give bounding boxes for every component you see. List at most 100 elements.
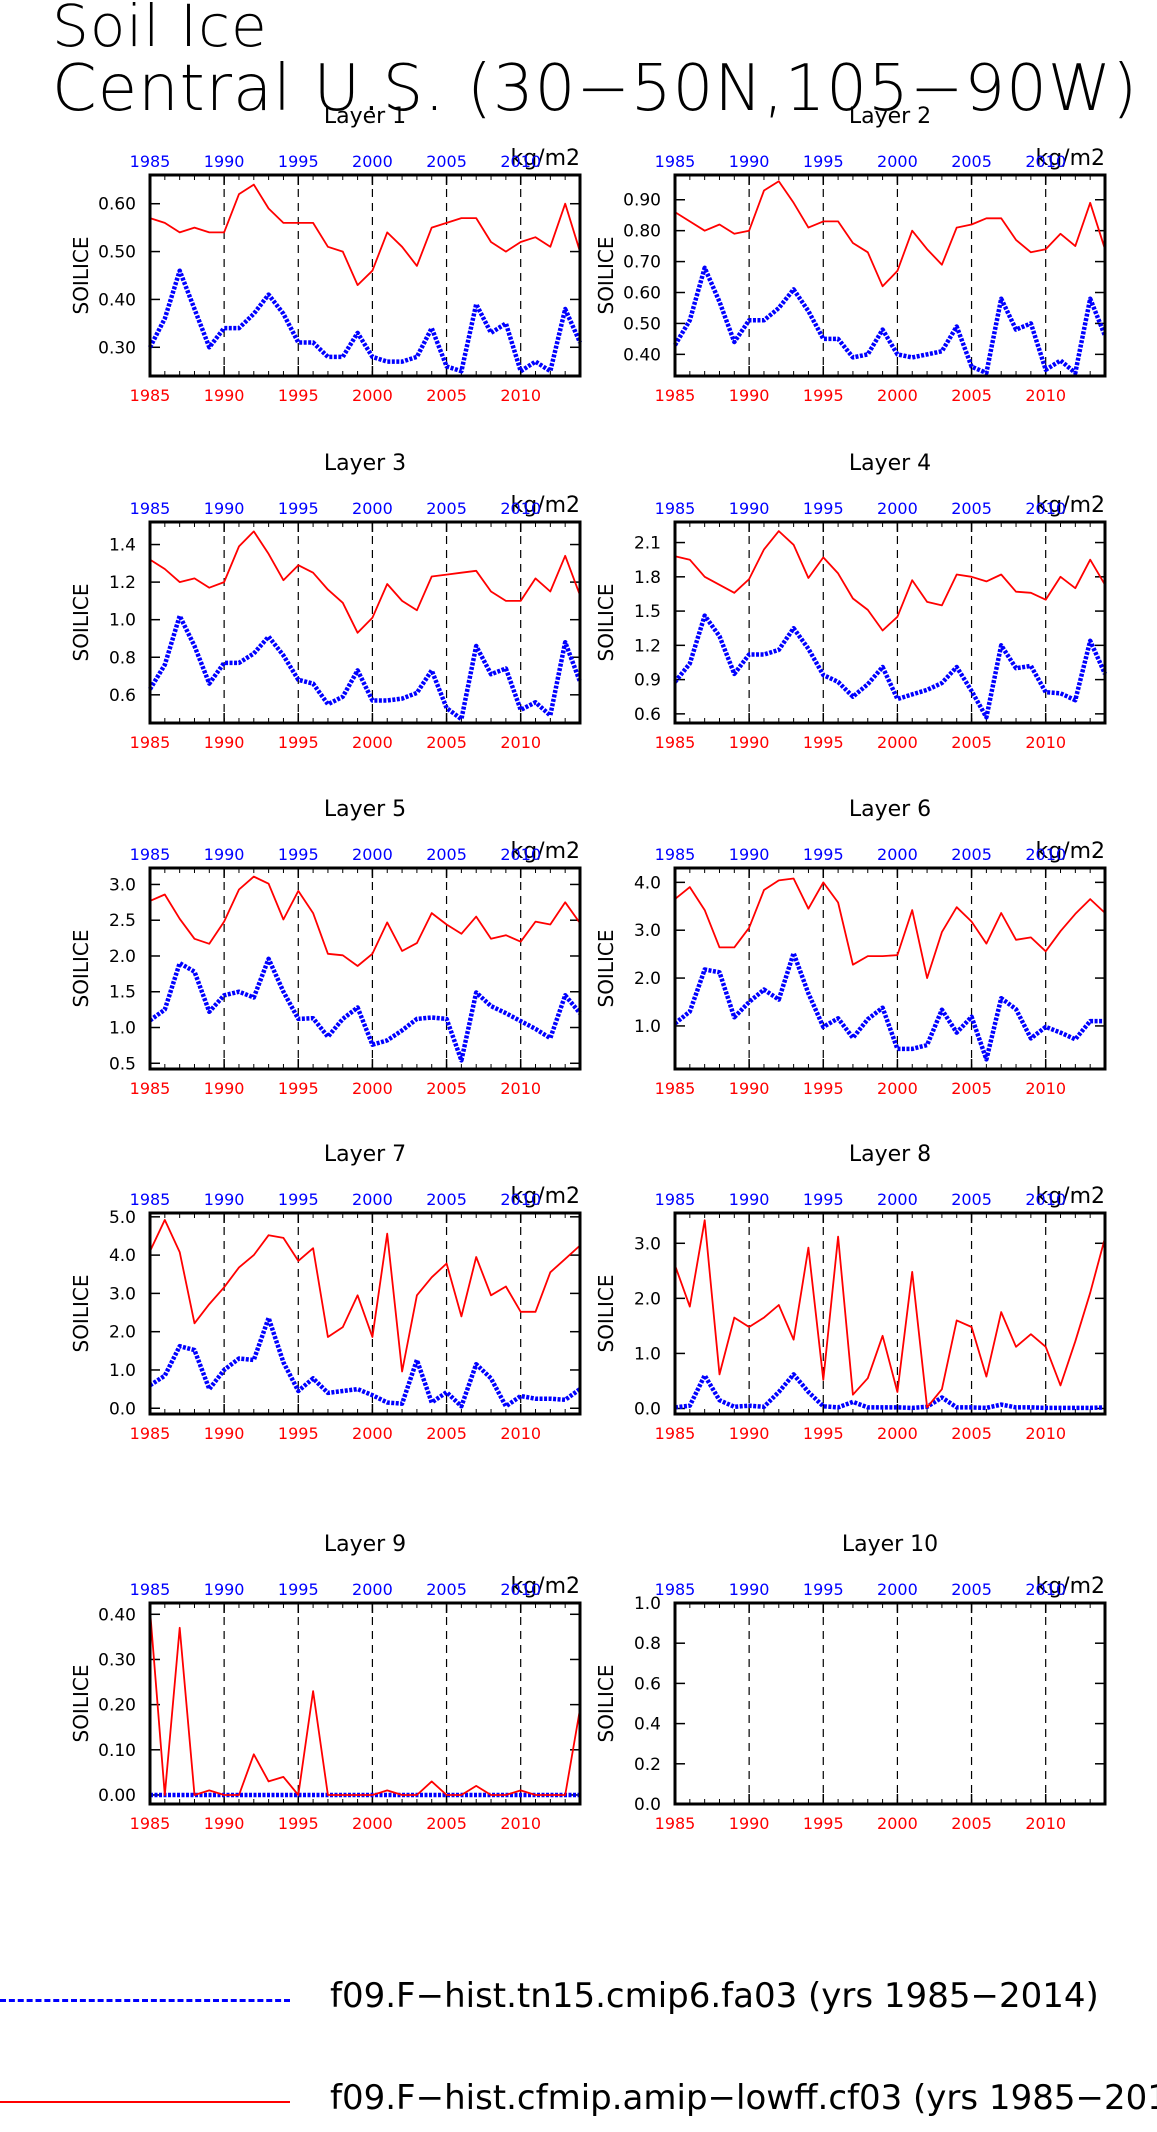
y-tick-label: 0.00 bbox=[98, 1786, 136, 1806]
x-tick-label-top: 1990 bbox=[729, 1190, 770, 1209]
y-tick-label: 0.40 bbox=[98, 1605, 136, 1625]
x-tick-label-bottom: 1995 bbox=[278, 1424, 319, 1443]
series-line-red bbox=[149, 875, 581, 967]
x-tick-label-bottom: 2010 bbox=[500, 1424, 541, 1443]
x-tick-label-top: 1985 bbox=[655, 845, 696, 864]
x-tick-label-bottom: 2010 bbox=[500, 386, 541, 405]
plot-frame bbox=[148, 520, 582, 725]
y-tick-label: 0.30 bbox=[98, 1650, 136, 1670]
y-axis-label: SOILICE bbox=[69, 1665, 93, 1743]
legend-label-1: f09.F−hist.tn15.cmip6.fa03 (yrs 1985−201… bbox=[330, 1976, 1099, 2016]
x-tick-label-top: 1985 bbox=[130, 1190, 171, 1209]
y-axis-label: SOILICE bbox=[594, 584, 618, 662]
y-tick-label: 3.0 bbox=[634, 1234, 661, 1254]
chart-grid: Layer 1 kg/m2 SOILICE 1985 1985 1990 1990 1995 1… bbox=[69, 104, 1108, 1833]
x-tick-label-top: 2010 bbox=[500, 845, 541, 864]
y-tick-label: 1.4 bbox=[109, 536, 136, 556]
x-tick-label-bottom: 2000 bbox=[877, 1079, 918, 1098]
y-tick-label: 0.10 bbox=[98, 1741, 136, 1761]
x-tick-label-bottom: 2010 bbox=[1025, 1814, 1066, 1833]
series-line-red bbox=[674, 530, 1106, 632]
panel-title: Layer 9 bbox=[324, 1532, 406, 1557]
series-line-red bbox=[149, 183, 581, 287]
x-tick-label-bottom: 2010 bbox=[1025, 733, 1066, 752]
x-tick-label-top: 1985 bbox=[655, 1190, 696, 1209]
plot-frame bbox=[673, 1601, 1107, 1806]
x-tick-label-top: 2005 bbox=[951, 1580, 992, 1599]
series-line-blue bbox=[148, 1315, 582, 1409]
x-tick-label-bottom: 2005 bbox=[426, 1079, 467, 1098]
x-tick-label-bottom: 2000 bbox=[877, 386, 918, 405]
panel-title: Layer 2 bbox=[849, 104, 931, 129]
y-tick-label: 3.0 bbox=[634, 921, 661, 941]
x-tick-label-bottom: 1990 bbox=[729, 1079, 770, 1098]
x-tick-label-top: 1985 bbox=[655, 499, 696, 518]
x-tick-label-bottom: 2000 bbox=[352, 1814, 393, 1833]
x-tick-label-bottom: 2005 bbox=[951, 1079, 992, 1098]
panel-title: Layer 6 bbox=[849, 797, 931, 822]
y-tick-label: 2.0 bbox=[109, 947, 136, 967]
x-tick-label-bottom: 1995 bbox=[278, 733, 319, 752]
x-tick-label-top: 2010 bbox=[1025, 845, 1066, 864]
x-tick-label-bottom: 1990 bbox=[204, 733, 245, 752]
series-line-blue bbox=[674, 1372, 1106, 1411]
x-tick-label-bottom: 1990 bbox=[204, 1814, 245, 1833]
x-tick-label-bottom: 2005 bbox=[951, 386, 992, 405]
x-tick-label-bottom: 1990 bbox=[204, 1424, 245, 1443]
x-tick-label-top: 1985 bbox=[655, 1580, 696, 1599]
series-line-blue bbox=[148, 268, 583, 374]
x-tick-label-top: 1990 bbox=[204, 1190, 245, 1209]
y-tick-label: 0.4 bbox=[634, 1715, 661, 1735]
y-tick-label: 0.6 bbox=[109, 686, 136, 706]
y-tick-label: 0.8 bbox=[109, 648, 136, 668]
x-tick-label-top: 2000 bbox=[877, 1190, 918, 1209]
x-tick-label-bottom: 2000 bbox=[877, 1424, 918, 1443]
x-tick-label-bottom: 2010 bbox=[1025, 386, 1066, 405]
y-tick-label: 0.6 bbox=[634, 1674, 661, 1694]
y-tick-label: 0.80 bbox=[623, 222, 661, 242]
legend-label-2: f09.F−hist.cfmip.amip−lowff.cf03 (yrs 19… bbox=[330, 2078, 1157, 2118]
x-tick-label-bottom: 1990 bbox=[729, 1424, 770, 1443]
x-tick-label-bottom: 2010 bbox=[1025, 1079, 1066, 1098]
x-tick-label-top: 2005 bbox=[951, 499, 992, 518]
x-tick-label-top: 2005 bbox=[951, 152, 992, 171]
units-label: kg/m2 bbox=[510, 839, 580, 864]
legend-item-2: f09.F−hist.cfmip.amip−lowff.cf03 (yrs 19… bbox=[0, 2072, 1157, 2132]
x-tick-label-bottom: 2005 bbox=[951, 1424, 992, 1443]
x-tick-label-top: 2010 bbox=[1025, 152, 1066, 171]
x-tick-label-bottom: 1990 bbox=[729, 386, 770, 405]
x-tick-label-bottom: 1985 bbox=[130, 386, 171, 405]
y-tick-label: 0.40 bbox=[623, 345, 661, 365]
x-tick-label-top: 2000 bbox=[352, 152, 393, 171]
series-line-red bbox=[149, 530, 581, 634]
x-tick-label-bottom: 1995 bbox=[278, 1079, 319, 1098]
series-line-blue bbox=[673, 265, 1108, 376]
panel-10: Layer 10 kg/m2 SOILICE 1985 1985 1990 1990 1995… bbox=[594, 1532, 1107, 1833]
page-title-line-1: Soil Ice bbox=[52, 0, 268, 60]
y-tick-label: 2.0 bbox=[634, 1289, 661, 1309]
y-tick-label: 3.0 bbox=[109, 1284, 136, 1304]
panel-title: Layer 7 bbox=[324, 1142, 406, 1167]
y-tick-label: 1.2 bbox=[109, 573, 136, 593]
x-tick-label-top: 2000 bbox=[352, 499, 393, 518]
x-tick-label-top: 2000 bbox=[352, 1190, 393, 1209]
units-label: kg/m2 bbox=[510, 1574, 580, 1599]
y-tick-label: 1.5 bbox=[109, 983, 136, 1003]
x-tick-label-top: 1995 bbox=[278, 1580, 319, 1599]
legend-swatch-solid-red bbox=[0, 2101, 290, 2103]
y-tick-label: 0.0 bbox=[109, 1399, 136, 1419]
panel-7: Layer 7 kg/m2 SOILICE 1985 1985 1990 1990 1995 1… bbox=[69, 1142, 582, 1443]
x-tick-label-top: 1985 bbox=[130, 152, 171, 171]
x-tick-label-top: 2005 bbox=[426, 845, 467, 864]
units-label: kg/m2 bbox=[510, 1184, 580, 1209]
x-tick-label-bottom: 1985 bbox=[655, 1079, 696, 1098]
panel-title: Layer 4 bbox=[849, 451, 931, 476]
x-tick-label-top: 2010 bbox=[500, 152, 541, 171]
x-tick-label-top: 1990 bbox=[204, 152, 245, 171]
x-tick-label-bottom: 2010 bbox=[500, 1814, 541, 1833]
x-tick-label-top: 2000 bbox=[877, 152, 918, 171]
panel-title: Layer 10 bbox=[842, 1532, 938, 1557]
x-tick-label-top: 2000 bbox=[877, 1580, 918, 1599]
plot-frame bbox=[673, 520, 1107, 725]
x-tick-label-top: 2005 bbox=[426, 1190, 467, 1209]
